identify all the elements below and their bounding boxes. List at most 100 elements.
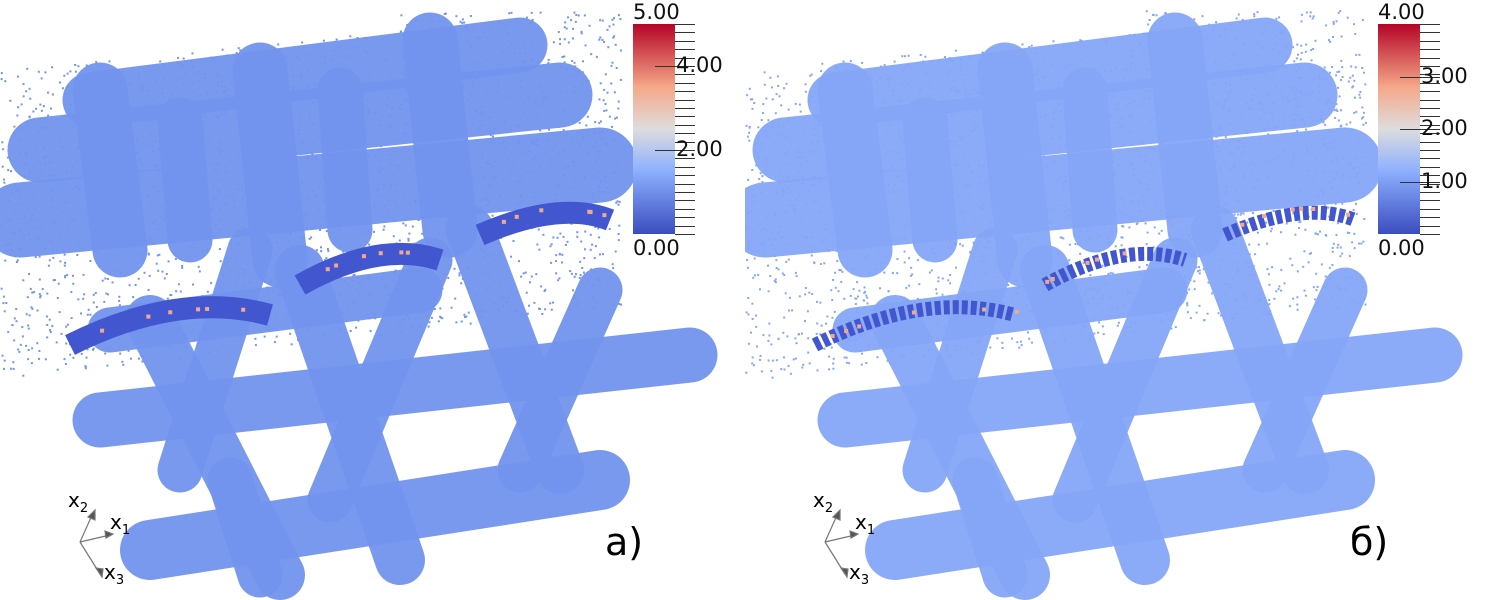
contact-zone — [475, 201, 615, 246]
panel-label-b: б) — [1350, 520, 1389, 564]
high-value-point — [241, 307, 246, 312]
axes-triad — [824, 508, 860, 579]
colorbar-major-tick — [1400, 129, 1440, 130]
colorbar-minor-tick — [675, 57, 695, 59]
colorbar-minor-tick — [1420, 82, 1440, 84]
colorbar-minor-tick — [1420, 66, 1440, 67]
high-value-point — [830, 334, 835, 339]
colorbar-minor-tick — [675, 40, 695, 42]
contact-zone — [294, 242, 444, 295]
high-value-point — [399, 250, 404, 255]
colorbar-minor-tick — [1420, 175, 1440, 177]
high-value-point — [1290, 207, 1295, 212]
arrow-head-icon — [86, 508, 96, 521]
colorbar-minor-tick — [675, 24, 695, 25]
x3-axis-label: x3 — [104, 560, 125, 588]
high-value-point — [1346, 212, 1351, 217]
colorbar-minor-tick — [675, 32, 695, 34]
colorbar-minor-tick — [1420, 234, 1440, 235]
colorbar-minor-tick — [675, 124, 695, 126]
high-value-point — [1014, 309, 1019, 314]
yarn-strand — [977, 42, 1053, 288]
colorbar-minor-tick — [675, 192, 695, 193]
x3-axis-label: x3 — [849, 560, 870, 588]
colorbar-min-label: 0.00 — [1378, 236, 1425, 260]
fabric-point-cloud-b — [745, 10, 1463, 600]
colorbar-minor-tick — [1420, 99, 1440, 101]
arrow-head-icon — [839, 567, 849, 579]
colorbar-minor-tick — [1420, 24, 1440, 25]
high-value-point — [1050, 277, 1055, 282]
colorbar-minor-tick — [1420, 57, 1440, 59]
colorbar-minor-tick — [1420, 158, 1440, 160]
colorbar-minor-tick — [1420, 108, 1440, 109]
colorbar-minor-tick — [675, 166, 695, 168]
high-value-point — [405, 250, 410, 255]
colorbar-major-tick — [655, 66, 695, 67]
yarn-strand — [157, 97, 213, 263]
colorbar-minor-tick — [675, 175, 695, 177]
high-value-point — [205, 306, 210, 311]
colorbar-min-label: 0.00 — [633, 236, 680, 260]
yarn-strand — [952, 457, 1028, 598]
x1-axis-label: x1 — [110, 510, 131, 538]
yarn-strand — [902, 227, 1018, 493]
colorbar-minor-tick — [675, 108, 695, 109]
colorbar-minor-tick — [1420, 32, 1440, 34]
colorbar-minor-tick — [675, 141, 695, 143]
colorbar-a — [633, 24, 675, 234]
arrow-head-icon — [104, 530, 115, 539]
colorbar-minor-tick — [1420, 133, 1440, 135]
high-value-point — [844, 329, 849, 334]
fabric-point-cloud-a — [0, 11, 718, 600]
colorbar-major-tick — [1400, 181, 1440, 183]
high-value-point — [168, 310, 173, 315]
colorbar-tick-label: 1.00 — [1421, 168, 1468, 193]
colorbar-minor-tick — [1420, 208, 1440, 210]
yarn-strand — [232, 42, 308, 288]
yarn-strand — [902, 97, 958, 263]
high-value-point — [1045, 279, 1050, 284]
colorbar-minor-tick — [675, 82, 695, 84]
colorbar-minor-tick — [1420, 200, 1440, 202]
colorbar-minor-tick — [1420, 116, 1440, 118]
colorbar-tick-label: 2.00 — [1421, 116, 1468, 140]
x2-axis-label: x2 — [813, 488, 834, 516]
high-value-point — [1240, 222, 1245, 227]
high-value-point — [100, 328, 105, 333]
high-value-point — [911, 310, 916, 315]
colorbar-major-tick — [1400, 76, 1440, 78]
yarn-strand — [402, 12, 478, 258]
yarn-strand — [207, 457, 283, 598]
high-value-point — [539, 208, 544, 213]
yarn-strand — [157, 227, 273, 493]
yarn-strand — [1062, 67, 1118, 253]
colorbar-minor-tick — [1420, 217, 1440, 219]
yarn-strand — [1052, 237, 1198, 523]
colorbar-minor-tick — [1420, 150, 1440, 151]
colorbar-minor-tick — [1420, 183, 1440, 185]
panel-b: 4.00 0.00 б) 3.00 2.00 1.00 x2 x1 x3 — [745, 0, 1490, 600]
yarn-strand — [817, 62, 893, 278]
axes-triad — [79, 508, 115, 579]
high-value-point — [325, 267, 330, 272]
colorbar-minor-tick — [675, 99, 695, 101]
high-value-point — [361, 254, 366, 259]
colorbar-minor-tick — [1420, 141, 1440, 143]
high-value-point — [378, 251, 383, 256]
colorbar-tick-label: 4.00 — [676, 53, 723, 77]
colorbar-minor-tick — [675, 200, 695, 202]
contact-zone — [811, 300, 1017, 352]
colorbar-minor-tick — [675, 183, 695, 185]
high-value-point — [1299, 206, 1304, 211]
panel-label-a: а) — [605, 520, 644, 564]
colorbar-minor-tick — [675, 225, 695, 227]
high-value-point — [514, 214, 519, 219]
colorbar-minor-tick — [1420, 124, 1440, 126]
x1-axis-line — [79, 534, 111, 543]
high-value-point — [857, 324, 862, 329]
high-value-point — [588, 210, 593, 215]
colorbar-max-label: 4.00 — [1378, 0, 1425, 24]
arrow-head-icon — [831, 508, 841, 521]
colorbar-major-tick — [655, 150, 695, 151]
